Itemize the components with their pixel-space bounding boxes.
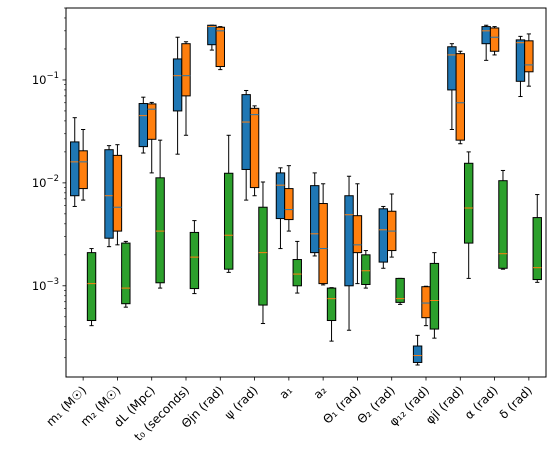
box-body bbox=[378, 208, 389, 263]
box-body bbox=[532, 217, 542, 281]
box-series2-8 bbox=[318, 183, 328, 286]
box-series1-10 bbox=[378, 205, 389, 269]
box-body bbox=[258, 206, 268, 306]
box-body bbox=[112, 154, 123, 232]
plot-frame bbox=[65, 7, 547, 378]
box-series3-4 bbox=[189, 220, 200, 295]
box-series2-4 bbox=[181, 41, 191, 136]
box-series1-4 bbox=[172, 36, 183, 155]
x-tick-label: α (rad) bbox=[462, 383, 501, 422]
box-body bbox=[489, 27, 500, 52]
y-axis: 10−3 10−2 10−1 bbox=[32, 7, 66, 359]
box-body bbox=[412, 345, 423, 363]
box-body bbox=[344, 195, 354, 287]
box-body bbox=[361, 254, 371, 285]
box-body bbox=[147, 103, 157, 140]
box-body bbox=[121, 242, 131, 305]
box-series2-1 bbox=[78, 129, 88, 201]
box-series2-13 bbox=[489, 26, 500, 56]
box-body bbox=[498, 180, 508, 269]
box-series3-9 bbox=[361, 250, 371, 289]
box-series1-5 bbox=[207, 24, 217, 51]
box-body bbox=[181, 43, 191, 97]
box-body bbox=[421, 286, 431, 319]
x-tick-label: φjl (rad) bbox=[423, 383, 467, 427]
box-body bbox=[138, 103, 149, 148]
box-body bbox=[463, 162, 474, 244]
box-body bbox=[292, 259, 302, 287]
box-series3-3 bbox=[155, 139, 165, 289]
box-series1-2 bbox=[104, 145, 114, 248]
box-series2-9 bbox=[352, 183, 363, 285]
x-axis: m₁ (M☉)m₂ (M☉)dL (Mpc)t₀ (seconds)Θjn (r… bbox=[43, 377, 535, 444]
box-series1-3 bbox=[138, 96, 149, 154]
y-tick-label: 10−3 bbox=[32, 277, 59, 293]
box-body bbox=[104, 149, 114, 239]
box-body bbox=[352, 215, 363, 254]
box-body bbox=[155, 177, 165, 284]
box-series1-7 bbox=[275, 167, 286, 250]
box-series1-8 bbox=[310, 172, 320, 257]
box-series3-13 bbox=[498, 169, 508, 270]
box-series1-6 bbox=[241, 89, 251, 201]
box-series1-9 bbox=[344, 175, 354, 331]
y-tick-label: 10−1 bbox=[32, 71, 59, 87]
box-series1-11 bbox=[412, 334, 423, 366]
box-series2-12 bbox=[455, 50, 465, 145]
box-series2-14 bbox=[524, 33, 534, 87]
box-series2-3 bbox=[147, 101, 157, 174]
box-body bbox=[318, 203, 328, 285]
box-body bbox=[447, 46, 457, 91]
box-series3-11 bbox=[429, 252, 440, 339]
box-body bbox=[455, 53, 465, 141]
box-body bbox=[86, 252, 97, 322]
box-series3-10 bbox=[395, 277, 405, 305]
box-series2-6 bbox=[249, 105, 260, 197]
box-series3-6 bbox=[258, 181, 268, 325]
y-tick-label: 10−2 bbox=[32, 174, 59, 190]
box-body bbox=[515, 39, 526, 82]
x-tick-label: δ (rad) bbox=[496, 383, 534, 421]
box-series2-5 bbox=[215, 26, 225, 71]
boxes-layer bbox=[70, 24, 542, 366]
box-body bbox=[249, 107, 260, 189]
x-tick-label: a₂ bbox=[311, 383, 330, 402]
box-series2-7 bbox=[284, 165, 294, 232]
box-body bbox=[284, 188, 294, 221]
box-series3-8 bbox=[326, 287, 337, 342]
box-series1-12 bbox=[447, 43, 457, 131]
box-series1-1 bbox=[70, 117, 80, 207]
box-body bbox=[223, 172, 234, 270]
box-series2-11 bbox=[421, 285, 431, 327]
box-series3-7 bbox=[292, 240, 302, 294]
box-body bbox=[481, 26, 491, 45]
box-body bbox=[524, 40, 534, 73]
x-tick-label: ψ (rad) bbox=[222, 383, 261, 422]
box-body bbox=[275, 172, 286, 220]
box-series3-14 bbox=[532, 194, 542, 283]
box-series3-2 bbox=[121, 240, 131, 308]
box-body bbox=[189, 231, 200, 290]
box-body bbox=[310, 185, 320, 254]
box-body bbox=[241, 94, 251, 170]
box-series3-12 bbox=[463, 151, 474, 279]
box-body bbox=[429, 262, 440, 330]
box-series3-1 bbox=[86, 248, 97, 327]
x-tick-label: a₁ bbox=[276, 383, 295, 402]
box-body bbox=[395, 277, 405, 303]
box-body bbox=[326, 287, 337, 322]
box-series1-14 bbox=[515, 35, 526, 98]
box-body bbox=[78, 150, 88, 190]
box-body bbox=[215, 26, 225, 68]
box-body bbox=[172, 58, 183, 112]
box-series2-10 bbox=[387, 193, 397, 258]
box-series1-13 bbox=[481, 24, 491, 61]
box-body bbox=[207, 24, 217, 46]
box-series3-5 bbox=[223, 134, 234, 273]
box-body bbox=[70, 141, 80, 197]
box-series2-2 bbox=[112, 144, 123, 246]
